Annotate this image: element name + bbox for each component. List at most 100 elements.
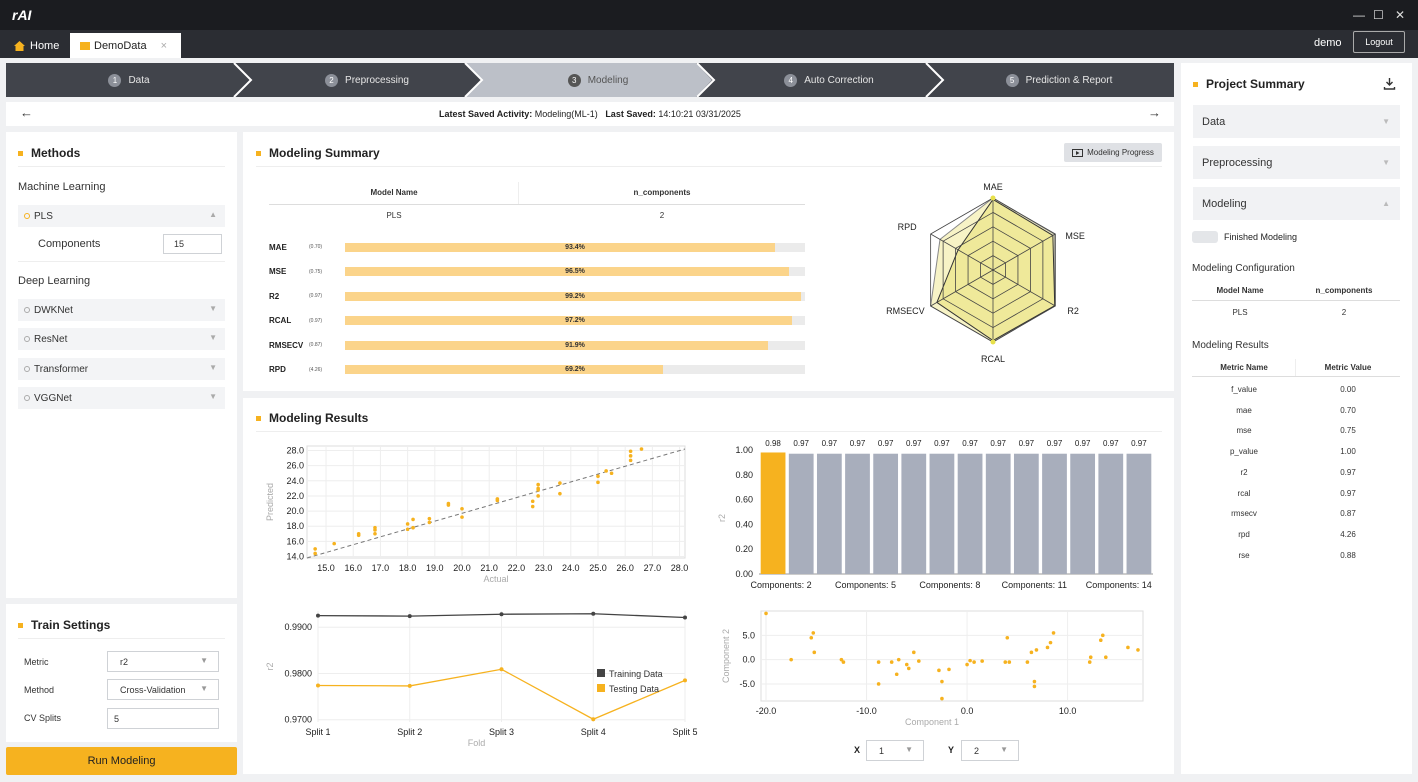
y-tick-label: 0.0 [742,655,755,665]
chevron-down-icon: ▼ [209,333,217,342]
scatter-point [1034,648,1039,652]
y-component-select[interactable]: 2 ▼ [961,740,1019,761]
method-pls[interactable]: PLS ▲ [18,205,225,227]
radio-icon [24,213,30,219]
x-component-select[interactable]: 1 ▼ [866,740,924,761]
step-num: 2 [325,73,339,87]
scatter-point [912,650,916,655]
tab-close-icon[interactable]: × [160,39,167,52]
summary-section-preprocessing[interactable]: Preprocessing ▼ [1193,146,1400,179]
arrow-right-icon[interactable]: → [1148,105,1161,120]
modeling-progress-label: Modeling Progress [1087,148,1154,157]
bar [929,453,955,574]
finished-toggle[interactable] [1192,231,1218,243]
results-metric-value: 0.87 [1340,509,1356,519]
close-icon[interactable]: ✕ [1395,8,1406,22]
step-preprocessing[interactable]: 2 Preprocessing [252,63,482,97]
metric-pct: 93.4% [565,243,585,251]
x-tick-label: 25.0 [589,563,607,573]
download-icon[interactable] [1383,77,1396,90]
step-label: Auto Correction [804,74,874,86]
radio-icon [24,395,30,401]
step-data[interactable]: 1 Data [6,63,252,97]
results-metric-value: 0.88 [1340,550,1356,560]
scatter-point [332,541,336,546]
metric-select[interactable]: r2 ▼ [107,651,219,672]
chevron-down-icon: ▼ [200,656,208,665]
radar-spoke [930,233,994,271]
maximize-icon[interactable]: ☐ [1373,8,1384,22]
bar-value-label: 0.97 [962,439,978,448]
scatter-point [460,507,464,511]
tab-home[interactable]: Home [6,33,68,58]
radio-icon [24,307,30,313]
summary-section-modeling[interactable]: Modeling ▲ [1193,187,1400,220]
y-component-value: 2 [974,745,980,756]
arrow-left-icon[interactable]: ← [20,105,33,120]
metric-pct: 97.2% [565,317,585,324]
activity-value: Modeling(ML-1) [534,109,598,119]
metric-bar-fill [345,242,775,252]
y-tick-label: 0.20 [735,544,753,554]
tab-demodata[interactable]: DemoData × [70,33,181,58]
x-tick-label: 20.0 [453,563,471,573]
home-icon [14,40,25,51]
summary-section-data[interactable]: Data ▼ [1193,105,1400,138]
tab-demodata-label: DemoData [94,39,147,52]
modeling-summary-panel: Modeling Summary Modeling Progress Model… [243,132,1174,391]
legend-swatch [597,684,605,692]
series-point [316,683,320,688]
x-tick-label: 21.0 [480,563,498,573]
modeling-results-panel: Modeling Results 15.0 16.0 17.0 18.0 19.0 20.… [243,398,1174,774]
scatter-point [558,491,562,496]
metric-pct: 69.2% [565,366,585,373]
logout-button[interactable]: Logout [1353,31,1405,53]
cv-splits-label: CV Splits [24,713,62,723]
step-modeling[interactable]: 3 Modeling [482,63,714,97]
x-tick-label: -20.0 [756,706,777,716]
components-label: Components [38,238,101,250]
run-modeling-button[interactable]: Run Modeling [6,747,237,775]
cv-splits-input[interactable]: 5 [107,708,219,729]
modeling-progress-button[interactable]: Modeling Progress [1064,143,1162,162]
scatter-point [1104,655,1108,660]
method-transformer[interactable]: Transformer ▼ [18,358,225,380]
user-name: demo [1314,37,1342,49]
scatter-point [460,515,464,519]
x-tick-label: Split 2 [397,727,422,737]
stepper-background [6,63,1174,97]
components-input[interactable]: 15 [163,234,222,254]
header-model-name: Model Name [370,188,418,197]
config-header-ncomp: n_components [1315,286,1373,295]
scatter-point [1100,633,1105,638]
scatter-point [411,517,415,522]
method-vggnet[interactable]: VGGNet ▼ [18,387,225,409]
minimize-icon[interactable]: — [1353,8,1365,22]
legend-label: Testing Data [609,684,659,694]
title-bar: rAI — ☐ ✕ [0,0,1418,30]
scatter-point [896,657,901,662]
x-tick-label: Components: 14 [1086,580,1152,590]
app-logo: rAI [12,7,32,23]
project-summary-title: Project Summary [1193,77,1305,91]
x-tick-label: 26.0 [616,563,634,573]
scatter-point [313,551,317,556]
chevron-up-icon: ▲ [209,210,217,219]
step-label: Prediction & Report [1025,74,1113,86]
bar [1013,453,1039,574]
step-auto-correction[interactable]: 4 Auto Correction [714,63,944,97]
method-resnet[interactable]: ResNet ▼ [18,328,225,350]
step-prediction-report[interactable]: 5 Prediction & Report [944,63,1174,97]
project-summary-panel: Project Summary Data ▼ Preprocessing ▼ Mod… [1181,63,1412,774]
saved-value: 14:10:21 03/31/2025 [658,109,741,119]
results-row: mae 0.70 [1192,406,1400,415]
bar [901,453,927,574]
radar-vertex-dot [990,339,996,345]
metric-value: r2 [120,656,129,667]
method-select[interactable]: Cross-Validation ▼ [107,679,219,700]
metric-pct: 91.9% [565,341,585,349]
method-dwknet[interactable]: DWKNet ▼ [18,299,225,321]
scatter-point [876,682,881,686]
radio-icon [24,366,30,372]
methods-title: Methods [18,146,80,160]
